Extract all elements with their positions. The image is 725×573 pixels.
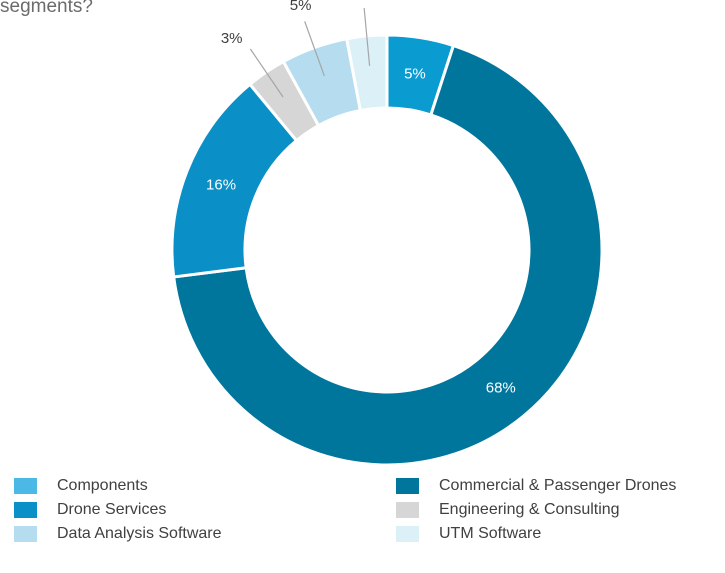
legend-label: Drone Services <box>57 501 167 518</box>
data-label-commercial-passenger-drones: 68% <box>486 380 516 397</box>
data-label-drone-services: 16% <box>206 176 236 193</box>
data-label-data-analysis-software: 5% <box>290 0 312 14</box>
legend-label: UTM Software <box>439 525 542 542</box>
legend-swatch <box>396 478 419 494</box>
data-label-engineering-consulting: 3% <box>221 30 243 47</box>
legend-item-components: Components <box>14 475 148 497</box>
legend-item-commercial-passenger-drones: Commercial & Passenger Drones <box>396 475 676 497</box>
slice-commercial-passenger-drones <box>172 43 604 467</box>
legend-swatch <box>14 478 37 494</box>
leader-line-data-analysis-software <box>304 21 325 77</box>
legend-item-engineering-consulting: Engineering & Consulting <box>396 499 620 521</box>
legend-item-data-analysis-software: Data Analysis Software <box>14 523 222 545</box>
legend: Components Commercial & Passenger Drones… <box>0 470 725 573</box>
slice-utm-software <box>344 33 389 113</box>
data-label-components: 5% <box>404 66 426 83</box>
donut-chart: 5%68%16%3%5%3% <box>170 0 604 467</box>
legend-swatch <box>14 502 37 518</box>
legend-label: Engineering & Consulting <box>439 501 620 518</box>
leader-line-utm-software <box>363 8 371 66</box>
legend-swatch <box>14 526 37 542</box>
legend-swatch <box>396 502 419 518</box>
chart-title: segments? <box>0 0 93 17</box>
legend-item-drone-services: Drone Services <box>14 499 166 521</box>
leader-line-engineering-consulting <box>249 48 284 98</box>
legend-swatch <box>396 526 419 542</box>
legend-item-utm-software: UTM Software <box>396 523 541 545</box>
legend-label: Components <box>57 477 148 494</box>
legend-label: Commercial & Passenger Drones <box>439 477 677 494</box>
legend-label: Data Analysis Software <box>57 525 222 542</box>
